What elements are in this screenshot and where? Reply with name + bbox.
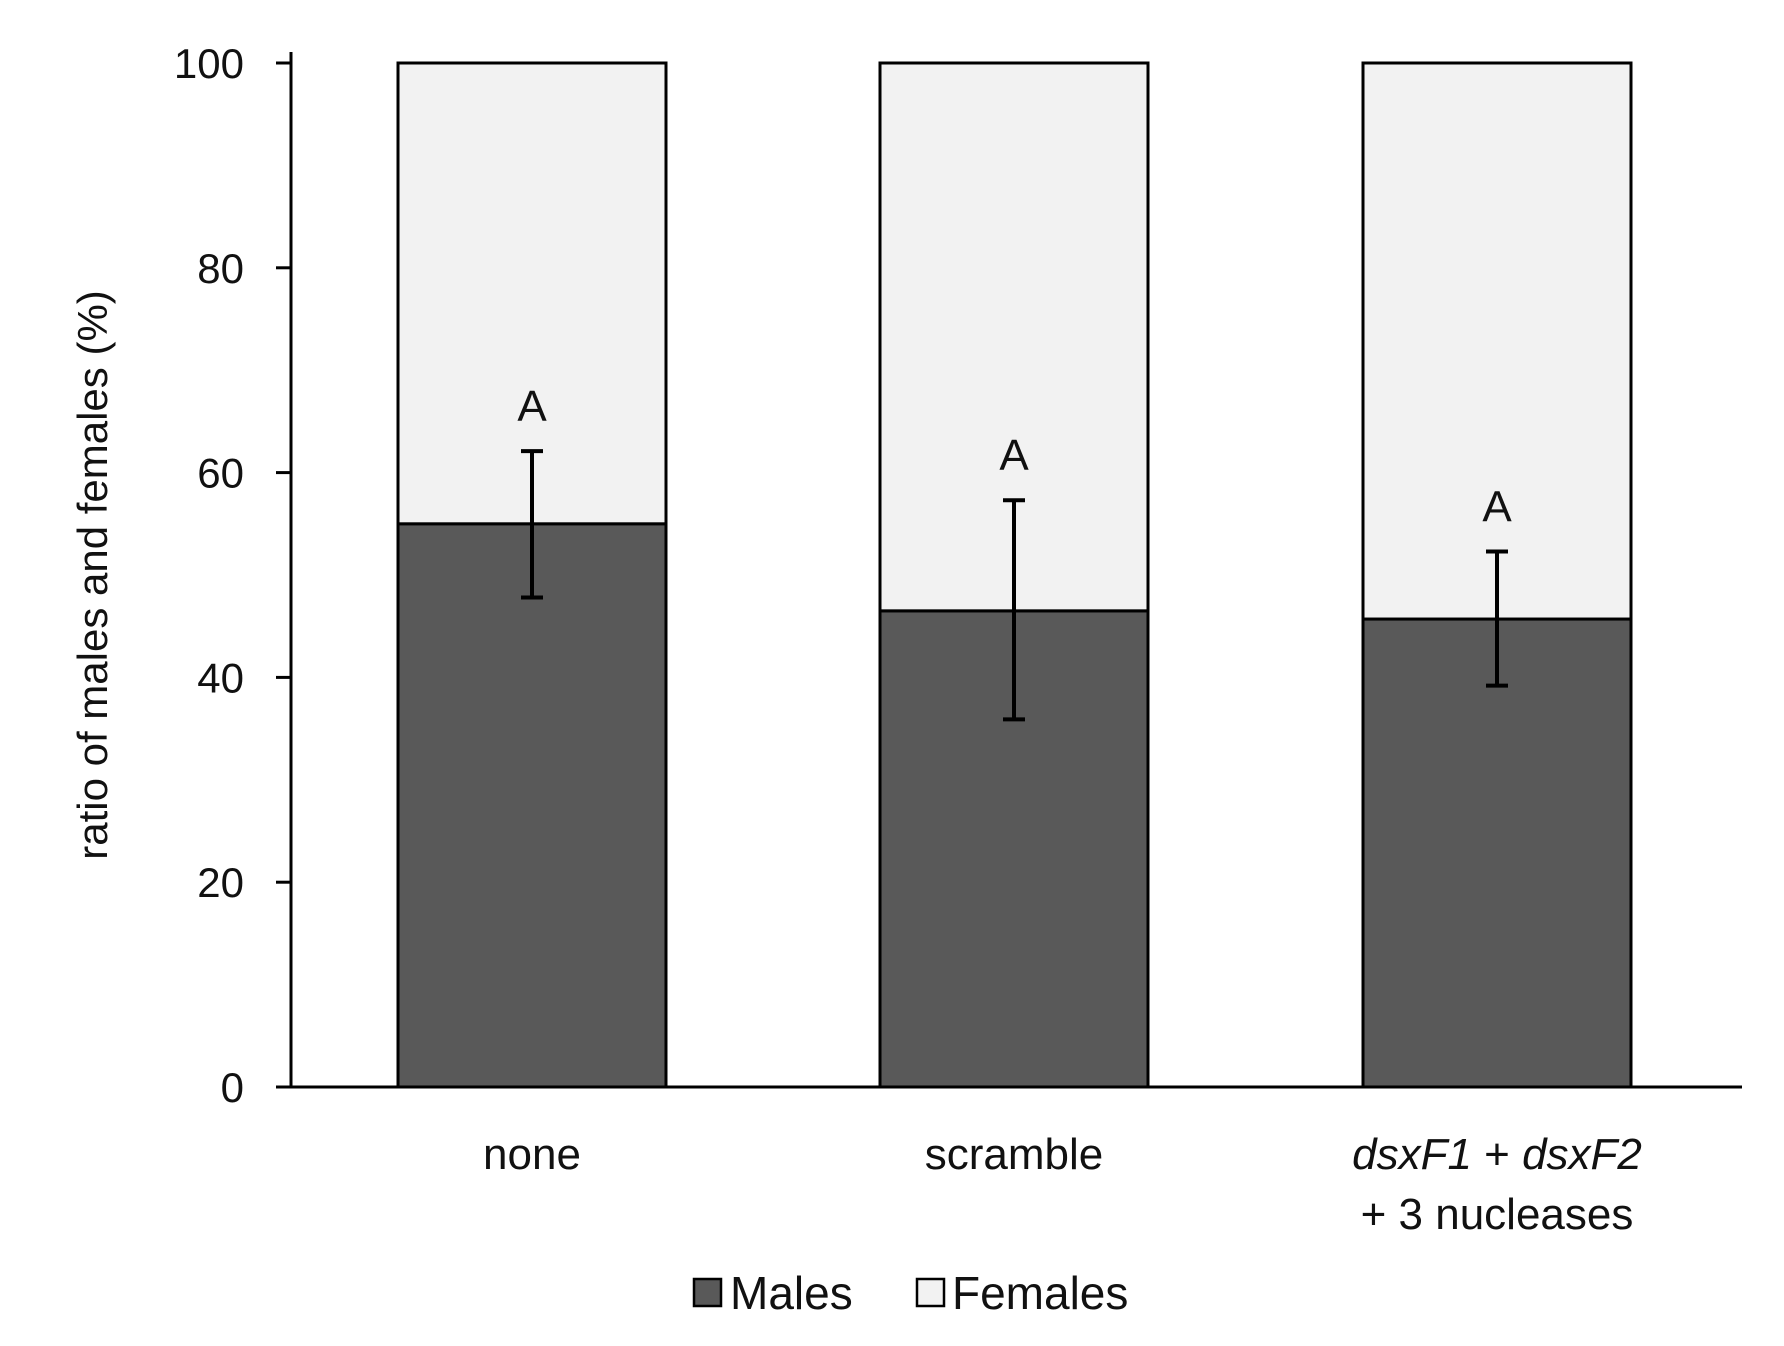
x-category-label-part: scramble xyxy=(925,1130,1104,1179)
significance-letter-3: A xyxy=(1482,482,1512,531)
y-axis-label: ratio of males and females (%) xyxy=(69,290,116,860)
significance-letter-2: A xyxy=(999,431,1029,480)
y-tick-label-100: 100 xyxy=(174,40,244,87)
bar-males-1 xyxy=(396,522,668,1089)
legend: Males Females xyxy=(692,1267,1128,1319)
y-tick-label-60: 60 xyxy=(197,450,244,497)
x-category-label-3-line-1: dsxF1 + dsxF2 xyxy=(1352,1130,1642,1179)
x-category-label-1-line-1: none xyxy=(483,1130,581,1179)
labels-layer: A A A 0 20 40 60 80 100 ratio of males and female… xyxy=(69,40,1642,1239)
significance-letter-1: A xyxy=(517,382,547,431)
y-tick-label-80: 80 xyxy=(197,245,244,292)
bars-layer xyxy=(396,61,1633,1089)
x-category-label-part: dsxF2 xyxy=(1522,1130,1642,1179)
y-tick-label-0: 0 xyxy=(221,1064,244,1111)
legend-label-females: Females xyxy=(952,1267,1128,1319)
x-category-label-2-line-1: scramble xyxy=(925,1130,1104,1179)
x-category-label-3-line-2: + 3 nucleases xyxy=(1361,1190,1634,1239)
bar-males-3 xyxy=(1361,617,1633,1089)
x-category-label-part: + xyxy=(1472,1130,1522,1179)
legend-swatch-females xyxy=(915,1277,946,1308)
x-category-label-part: none xyxy=(483,1130,581,1179)
x-category-label-part: dsxF1 xyxy=(1352,1130,1472,1179)
bar-females-3 xyxy=(1361,61,1633,621)
y-tick-label-40: 40 xyxy=(197,654,244,701)
legend-swatch-males xyxy=(692,1277,723,1308)
x-category-label-part: + 3 nucleases xyxy=(1361,1190,1634,1239)
error-bars-layer xyxy=(521,449,1508,722)
y-tick-label-20: 20 xyxy=(197,859,244,906)
axes-layer xyxy=(276,52,1742,1089)
legend-label-males: Males xyxy=(730,1267,853,1319)
bar-females-1 xyxy=(396,61,668,526)
